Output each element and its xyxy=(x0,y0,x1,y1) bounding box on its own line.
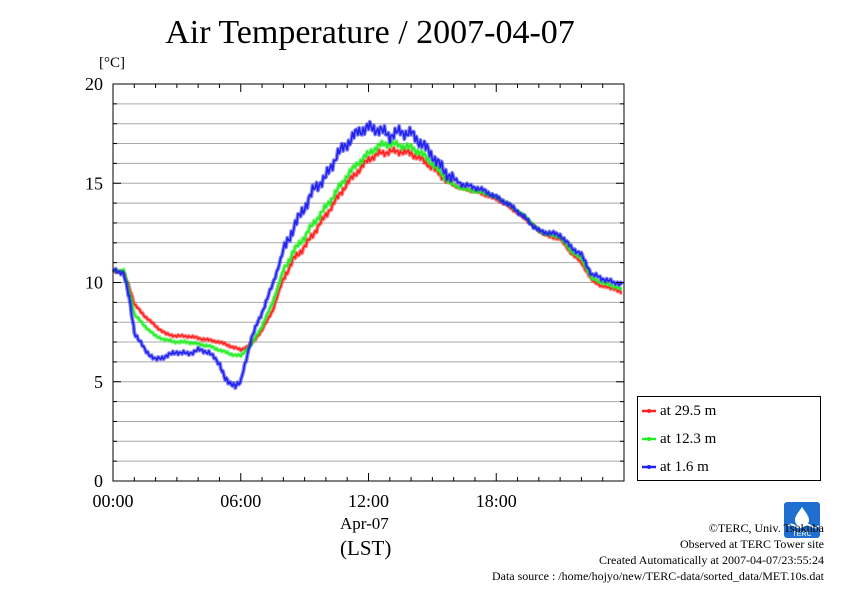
series-halo-0 xyxy=(112,145,623,353)
y-tick-label-0: 0 xyxy=(94,471,103,491)
observed-text: Observed at TERC Tower site xyxy=(679,537,824,551)
y-tick-label-20: 20 xyxy=(85,74,103,94)
legend-swatch-29-5m xyxy=(642,409,656,413)
source-text: Data source : /home/hojyo/new/TERC-data/… xyxy=(491,569,824,583)
x-axis-date-label: Apr-07 xyxy=(340,514,389,533)
logo-text: TERC xyxy=(792,531,811,538)
x-tick-label-06-00: 06:00 xyxy=(220,491,261,511)
credits-block: ©TERC, Univ. Tsukuba Observed at TERC To… xyxy=(492,520,824,584)
series-line-0 xyxy=(112,147,623,352)
y-tick-label-5: 5 xyxy=(94,372,103,392)
series-halo-1 xyxy=(111,139,623,359)
legend-swatch-12-3m xyxy=(642,437,656,441)
y-tick-label-10: 10 xyxy=(85,273,103,293)
x-tick-label-00-00: 00:00 xyxy=(92,491,133,511)
x-tick-labels: 00:00 06:00 12:00 18:00 xyxy=(92,491,516,511)
terc-logo-icon: TERC xyxy=(784,502,820,538)
grid-lines xyxy=(113,103,624,462)
copyright-text: ©TERC, Univ. Tsukuba xyxy=(708,521,824,535)
legend-swatch-1-6m xyxy=(642,465,656,469)
legend-item-29-5m: at 29.5 m xyxy=(642,401,716,421)
legend-label-29-5m: at 29.5 m xyxy=(660,402,717,419)
created-text: Created Automatically at 2007-04-07/23:5… xyxy=(599,553,824,567)
y-tick-labels: 0 5 10 15 20 xyxy=(85,74,103,491)
axis-ticks xyxy=(112,83,625,482)
chart-title: Air Temperature / 2007-04-07 xyxy=(165,14,575,51)
series-line-2 xyxy=(112,121,623,389)
legend-label-1-6m: at 1.6 m xyxy=(660,458,709,475)
legend-label-12-3m: at 12.3 m xyxy=(660,430,717,447)
y-tick-label-15: 15 xyxy=(85,173,103,193)
legend-item-1-6m: at 1.6 m xyxy=(642,457,709,477)
x-tick-label-12-00: 12:00 xyxy=(348,491,389,511)
series-lines xyxy=(111,119,624,390)
y-axis-unit: [°C] xyxy=(99,55,125,71)
series-line-1 xyxy=(112,140,623,357)
legend-item-12-3m: at 12.3 m xyxy=(642,429,716,449)
legend: at 29.5 m at 12.3 m at 1.6 m xyxy=(637,396,821,481)
x-axis-zone-label: (LST) xyxy=(340,536,392,560)
x-tick-label-18-00: 18:00 xyxy=(476,491,517,511)
